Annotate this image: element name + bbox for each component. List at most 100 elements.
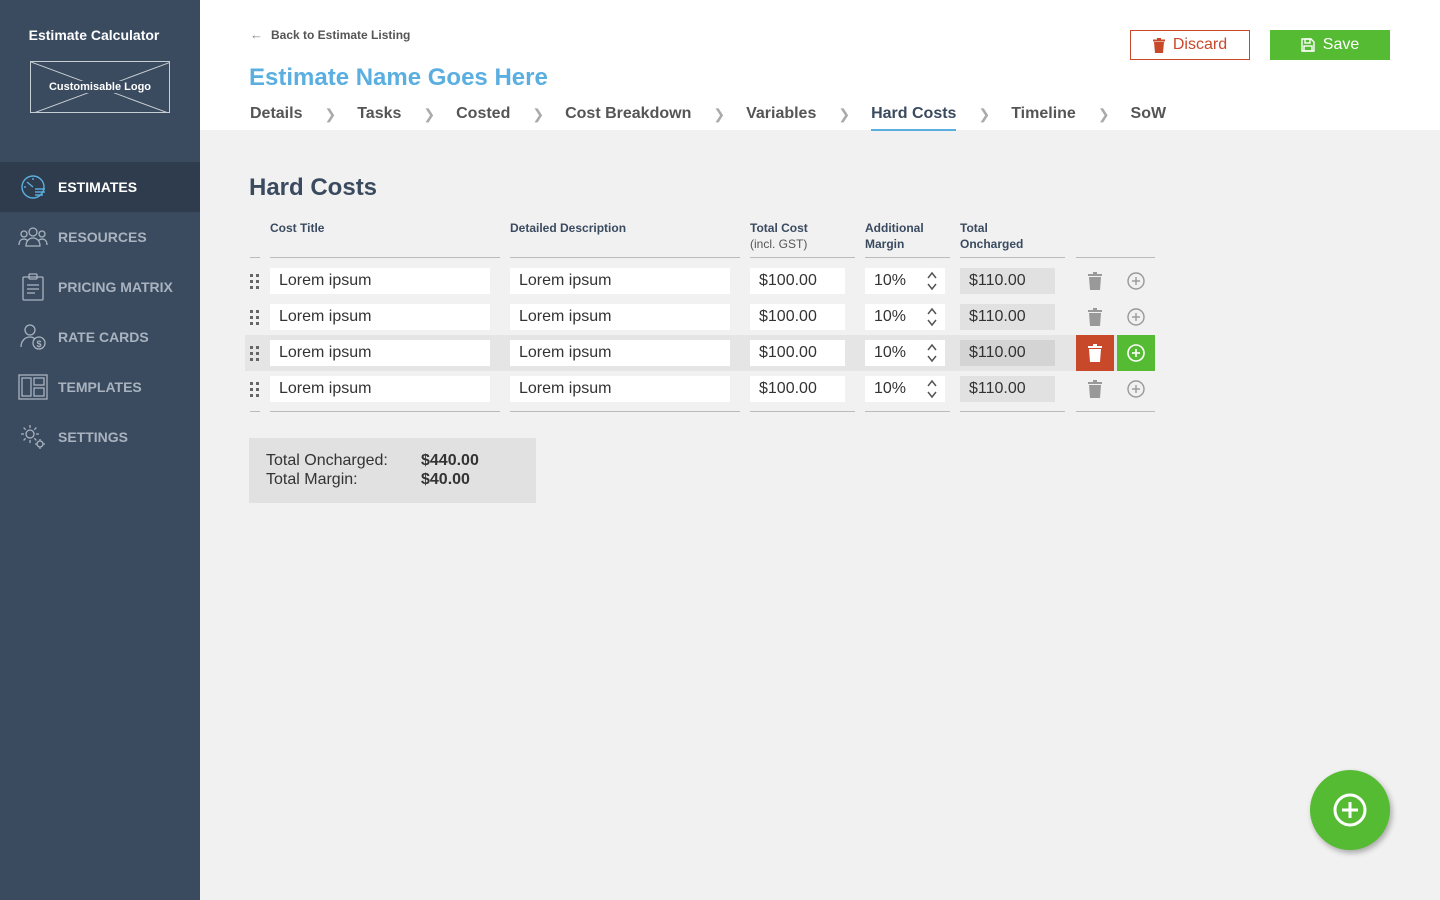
- save-button[interactable]: Save: [1270, 30, 1390, 60]
- sidebar-item-settings[interactable]: SETTINGS: [0, 412, 200, 462]
- sidebar-item-pricing-matrix[interactable]: PRICING MATRIX: [0, 262, 200, 312]
- trash-icon: [1088, 344, 1102, 362]
- margin-stepper[interactable]: 10%: [865, 340, 945, 366]
- plus-circle-icon: [1126, 271, 1146, 291]
- add-row-button[interactable]: [1117, 263, 1155, 299]
- tab-variables[interactable]: Variables: [746, 105, 817, 122]
- margin-value: 10%: [874, 308, 907, 325]
- layout-icon: [18, 372, 48, 402]
- chevron-right-icon: ❯: [978, 105, 991, 122]
- plus-circle-icon: [1126, 379, 1146, 399]
- column-header-description: Detailed Description: [510, 221, 627, 235]
- sidebar-item-resources[interactable]: RESOURCES: [0, 212, 200, 262]
- sidebar-item-templates[interactable]: TEMPLATES: [0, 362, 200, 412]
- tab-cost-breakdown[interactable]: Cost Breakdown: [565, 105, 692, 122]
- plus-circle-icon: [1126, 343, 1146, 363]
- drag-handle-icon[interactable]: [250, 346, 260, 362]
- tab-costed[interactable]: Costed: [456, 105, 511, 122]
- chevron-right-icon: ❯: [324, 105, 337, 122]
- chevron-right-icon: ❯: [423, 105, 436, 122]
- description-input[interactable]: Lorem ipsum: [510, 268, 730, 294]
- delete-row-button[interactable]: [1076, 335, 1114, 371]
- cost-title-input[interactable]: Lorem ipsum: [270, 376, 490, 402]
- margin-stepper[interactable]: 10%: [865, 376, 945, 402]
- logo-placeholder: Customisable Logo: [30, 61, 170, 113]
- total-oncharged-value: $110.00: [960, 268, 1055, 294]
- svg-text:$: $: [37, 339, 42, 349]
- logo-text: Customisable Logo: [46, 81, 154, 93]
- total-margin-value: $40.00: [421, 471, 470, 488]
- description-input[interactable]: Lorem ipsum: [510, 340, 730, 366]
- column-header-margin: Additional Margin: [865, 220, 924, 252]
- total-cost-input[interactable]: $100.00: [750, 376, 845, 402]
- divider: [750, 411, 855, 412]
- cost-title-input[interactable]: Lorem ipsum: [270, 268, 490, 294]
- divider: [510, 257, 740, 258]
- column-header-total-cost: Total Cost (incl. GST): [750, 220, 808, 252]
- divider: [250, 257, 260, 258]
- step-tabs: Details ❯ Tasks ❯ Costed ❯ Cost Breakdow…: [250, 104, 1167, 131]
- discard-button[interactable]: Discard: [1130, 30, 1250, 60]
- total-cost-input[interactable]: $100.00: [750, 304, 845, 330]
- plus-circle-icon: [1333, 793, 1367, 827]
- margin-stepper[interactable]: 10%: [865, 268, 945, 294]
- divider: [1076, 411, 1155, 412]
- cost-title-input[interactable]: Lorem ipsum: [270, 304, 490, 330]
- drag-handle-icon[interactable]: [250, 382, 260, 398]
- margin-value: 10%: [874, 380, 907, 397]
- column-header-oncharged: Total Oncharged: [960, 220, 1023, 252]
- app-title: Estimate Calculator: [28, 27, 160, 43]
- tab-details[interactable]: Details: [250, 105, 303, 122]
- tab-tasks[interactable]: Tasks: [357, 105, 402, 122]
- sidebar-item-rate-cards[interactable]: $ RATE CARDS: [0, 312, 200, 362]
- stepper-arrows-icon[interactable]: [927, 343, 937, 363]
- divider: [865, 257, 950, 258]
- divider: [960, 257, 1065, 258]
- total-margin-row: Total Margin: $40.00: [266, 471, 470, 489]
- stepper-arrows-icon[interactable]: [927, 379, 937, 399]
- description-input[interactable]: Lorem ipsum: [510, 376, 730, 402]
- trash-icon: [1152, 37, 1165, 53]
- total-cost-input[interactable]: $100.00: [750, 268, 845, 294]
- sidebar-nav: ESTIMATES RESOURCES PRICING MATRIX: [0, 162, 200, 462]
- total-cost-input[interactable]: $100.00: [750, 340, 845, 366]
- margin-value: 10%: [874, 344, 907, 361]
- trash-icon: [1088, 272, 1102, 290]
- sidebar-item-label: SETTINGS: [58, 429, 129, 445]
- section-title: Hard Costs: [249, 174, 378, 201]
- tab-sow[interactable]: SoW: [1130, 105, 1167, 122]
- back-link-label: Back to Estimate Listing: [271, 27, 411, 42]
- chevron-right-icon: ❯: [1097, 105, 1110, 122]
- column-header-oncharged-line1: Total: [960, 221, 988, 235]
- tab-hard-costs[interactable]: Hard Costs: [871, 105, 957, 131]
- divider: [865, 411, 950, 412]
- drag-handle-icon[interactable]: [250, 310, 260, 326]
- add-row-button[interactable]: [1117, 299, 1155, 335]
- add-row-fab[interactable]: [1310, 770, 1390, 850]
- cost-title-input[interactable]: Lorem ipsum: [270, 340, 490, 366]
- totals-box: Total Oncharged: $440.00 Total Margin: $…: [249, 438, 536, 503]
- header: ← Back to Estimate Listing Estimate Name…: [200, 0, 1440, 131]
- add-row-button[interactable]: [1117, 371, 1155, 407]
- column-header-cost-title: Cost Title: [270, 221, 325, 235]
- sidebar-item-label: PRICING MATRIX: [58, 279, 173, 295]
- chevron-right-icon: ❯: [532, 105, 545, 122]
- add-row-button[interactable]: [1117, 335, 1155, 371]
- plus-circle-icon: [1126, 307, 1146, 327]
- margin-value: 10%: [874, 272, 907, 289]
- delete-row-button[interactable]: [1076, 263, 1114, 299]
- stepper-arrows-icon[interactable]: [927, 307, 937, 327]
- discard-label: Discard: [1172, 36, 1228, 53]
- arrow-left-icon: ←: [250, 27, 263, 42]
- margin-stepper[interactable]: 10%: [865, 304, 945, 330]
- description-input[interactable]: Lorem ipsum: [510, 304, 730, 330]
- divider: [270, 411, 500, 412]
- drag-handle-icon[interactable]: [250, 274, 260, 290]
- tab-timeline[interactable]: Timeline: [1011, 105, 1076, 122]
- delete-row-button[interactable]: [1076, 371, 1114, 407]
- back-link[interactable]: ← Back to Estimate Listing: [250, 27, 410, 42]
- column-header-total-cost-sub: (incl. GST): [750, 237, 808, 251]
- stepper-arrows-icon[interactable]: [927, 271, 937, 291]
- delete-row-button[interactable]: [1076, 299, 1114, 335]
- sidebar-item-estimates[interactable]: ESTIMATES: [0, 162, 200, 212]
